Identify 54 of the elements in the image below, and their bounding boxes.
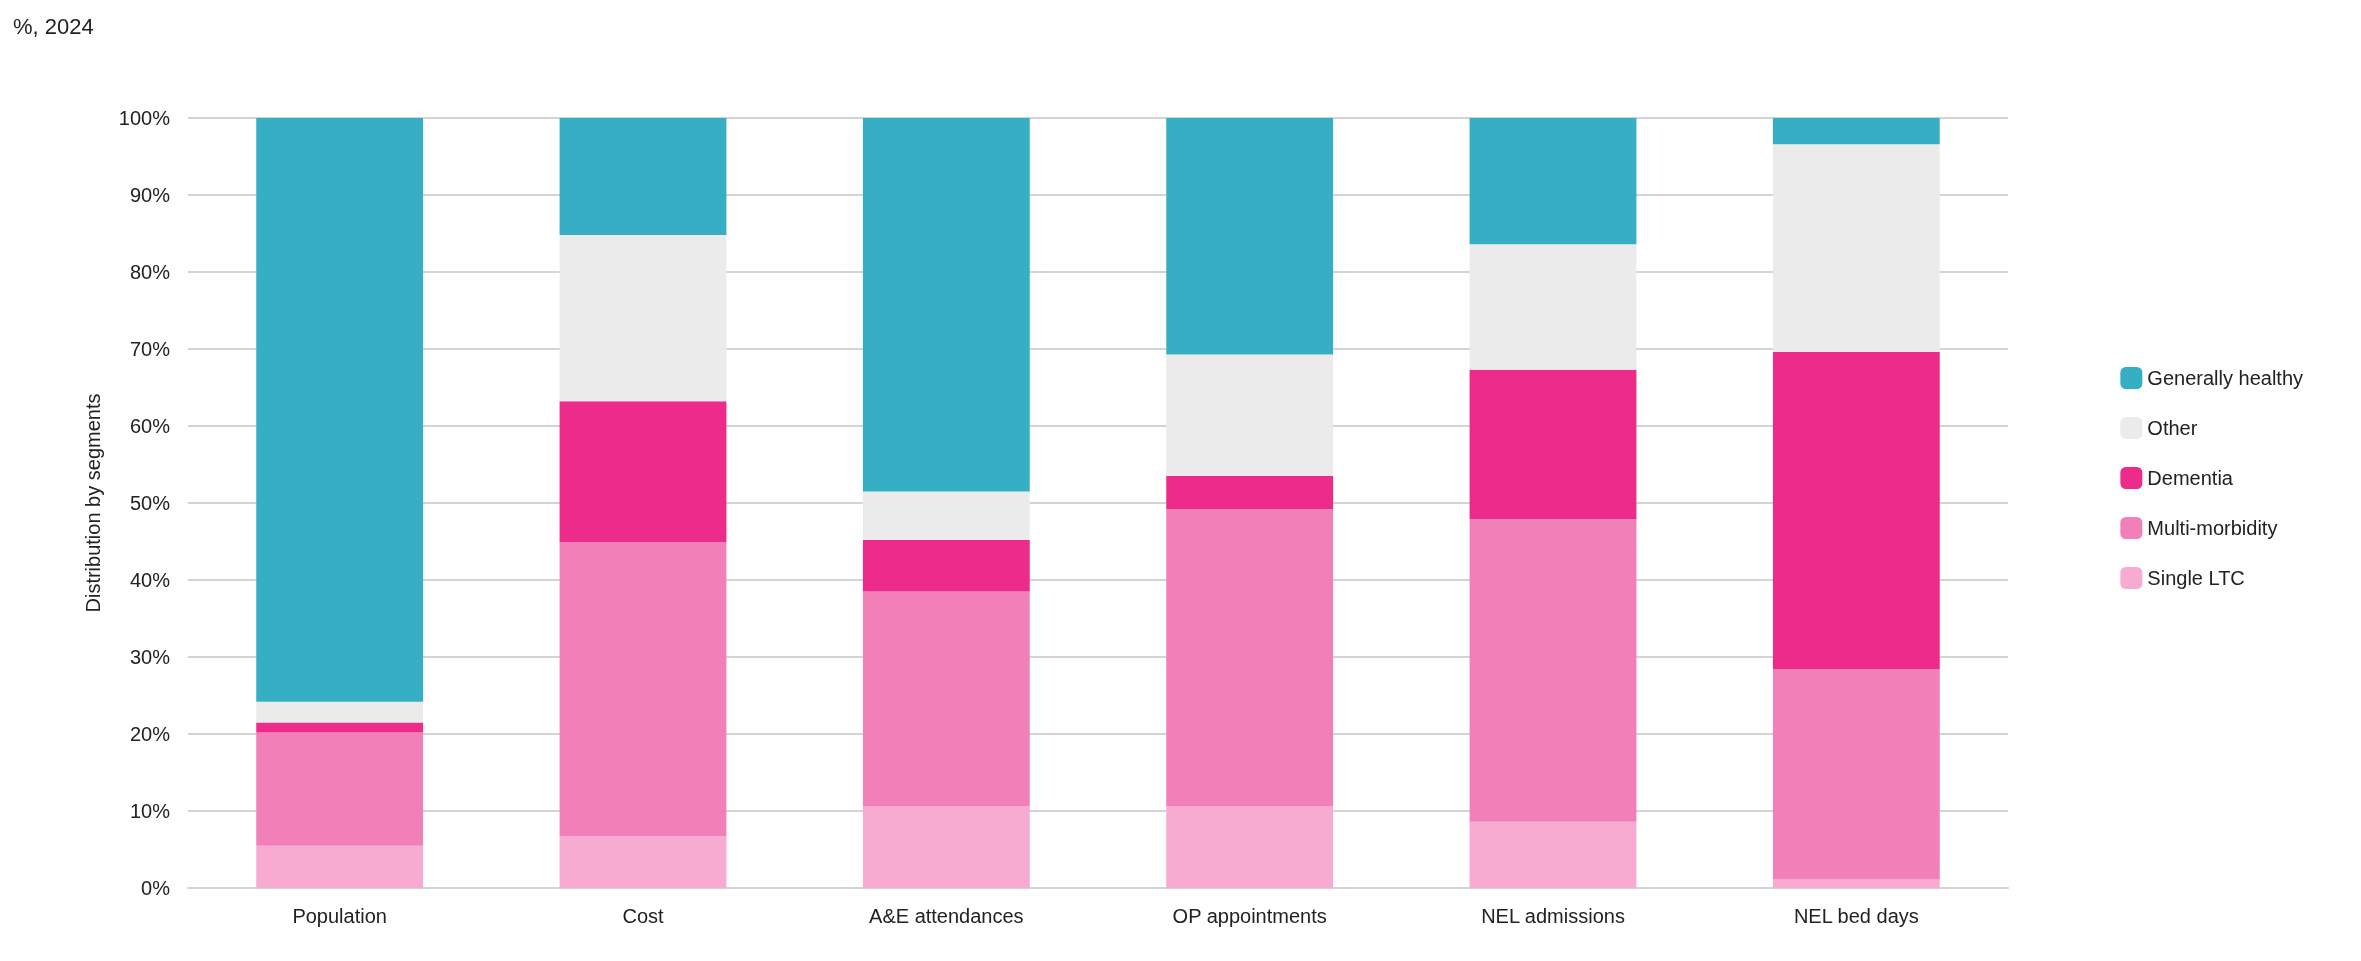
- x-tick-label: NEL bed days: [1793, 905, 1919, 927]
- bar: [1772, 669, 1940, 880]
- bar: [862, 806, 1030, 888]
- bar: [559, 836, 727, 888]
- y-axis-title: Distribution by segments: [82, 393, 104, 613]
- bar: [1166, 354, 1334, 477]
- bar: [1166, 476, 1334, 510]
- bar: [1469, 244, 1637, 370]
- y-tick-label: 0%: [141, 877, 171, 899]
- chart-title: %, 2024: [13, 13, 94, 39]
- bar: [1469, 519, 1637, 822]
- x-tick-label: OP appointments: [1172, 905, 1327, 927]
- y-tick-label: 50%: [129, 492, 171, 514]
- bar: [862, 539, 1030, 592]
- bar: [1772, 352, 1940, 670]
- bar: [1469, 369, 1637, 520]
- bar: [1772, 118, 1940, 145]
- bar: [256, 732, 424, 846]
- x-tick-label: A&E attendances: [869, 905, 1024, 927]
- y-tick-label: 20%: [129, 723, 171, 745]
- bar: [256, 118, 424, 702]
- bar: [559, 235, 727, 402]
- bar: [256, 845, 424, 888]
- y-tick-label: 30%: [129, 646, 171, 668]
- legend-label: Single LTC: [2147, 567, 2245, 589]
- bar: [1166, 509, 1334, 807]
- bar: [862, 118, 1030, 492]
- bar: [559, 401, 727, 543]
- bar: [862, 591, 1030, 807]
- bar: [256, 701, 424, 723]
- bar: [1469, 821, 1637, 888]
- x-tick-label: Cost: [622, 905, 664, 927]
- bar: [1772, 879, 1940, 888]
- x-tick-label: NEL admissions: [1481, 905, 1625, 927]
- y-tick-label: 90%: [129, 184, 171, 206]
- legend-label: Generally healthy: [2147, 367, 2304, 389]
- bar: [1166, 118, 1334, 355]
- bar: [862, 491, 1030, 540]
- bar: [1166, 806, 1334, 888]
- legend-label: Other: [2147, 417, 2198, 439]
- y-tick-label: 70%: [129, 338, 171, 360]
- legend-label: Multi-morbidity: [2147, 517, 2278, 539]
- bar: [256, 722, 424, 733]
- bar: [559, 542, 727, 837]
- y-tick-label: 10%: [129, 800, 171, 822]
- bar: [1772, 144, 1940, 353]
- bar: [559, 118, 727, 236]
- y-tick-label: 80%: [129, 261, 171, 283]
- x-tick-label: Population: [292, 905, 387, 927]
- legend-label: Dementia: [2147, 467, 2234, 489]
- y-tick-label: 40%: [129, 569, 171, 591]
- y-tick-label: 100%: [118, 107, 171, 129]
- bar: [1469, 118, 1637, 245]
- y-tick-label: 60%: [129, 415, 171, 437]
